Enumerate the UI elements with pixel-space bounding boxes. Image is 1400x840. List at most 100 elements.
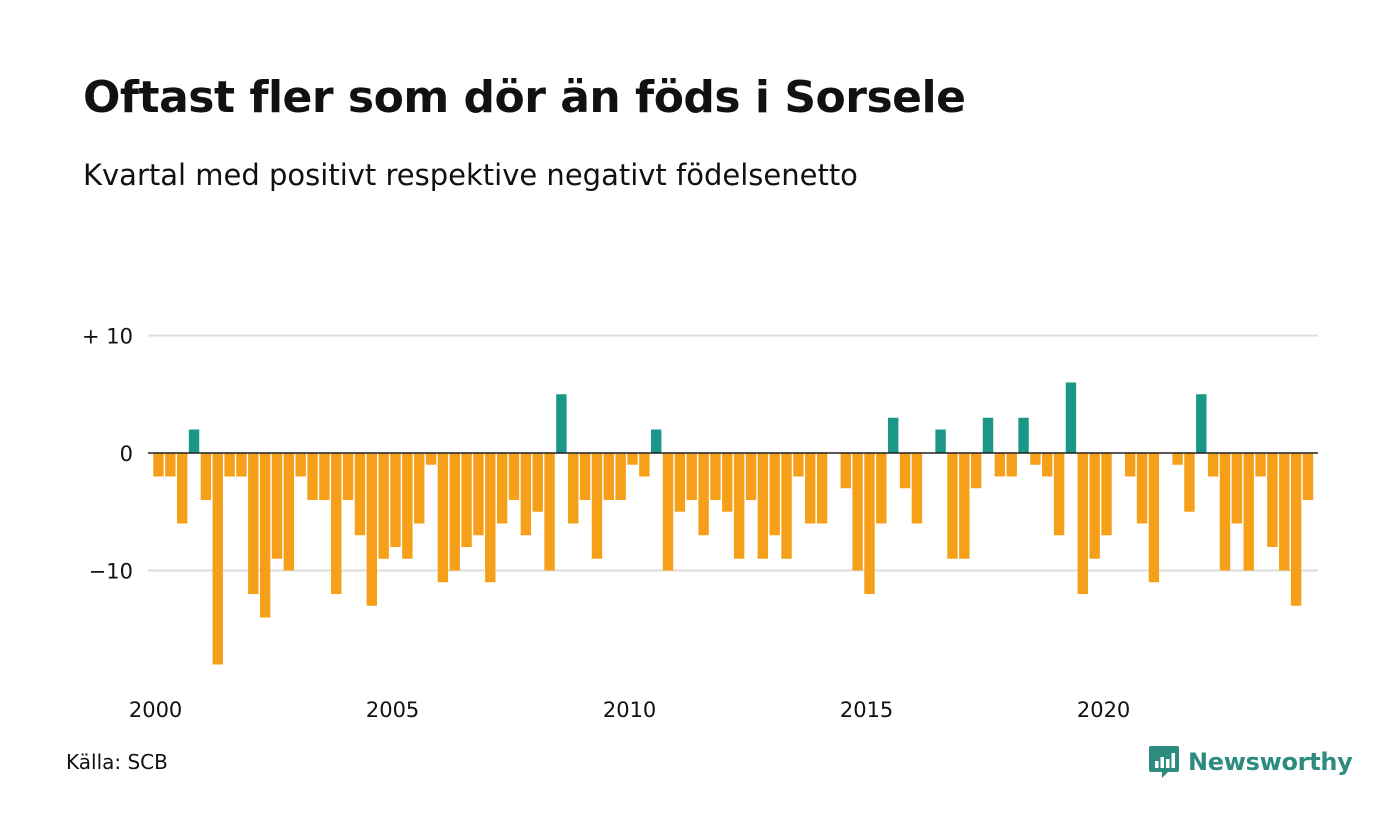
bar-negative — [615, 453, 626, 500]
y-tick-label: + 10 — [82, 325, 133, 349]
bar-negative — [236, 453, 247, 477]
bar-negative — [319, 453, 330, 500]
bar-negative — [508, 453, 520, 500]
bar-positive — [1065, 382, 1077, 453]
bar-negative — [1279, 453, 1290, 571]
bar-negative — [402, 453, 413, 559]
bar-negative — [354, 453, 366, 536]
bar-positive — [888, 417, 899, 453]
source-note: Källa: SCB — [66, 750, 168, 774]
bar-negative — [733, 453, 745, 559]
bar-negative — [876, 453, 887, 524]
bar-negative — [212, 453, 223, 665]
bar-negative — [852, 453, 863, 571]
bar-negative — [1302, 453, 1314, 500]
bar-negative — [1101, 453, 1112, 536]
bar-positive — [982, 417, 994, 453]
bar-negative — [627, 453, 638, 465]
bar-positive — [651, 429, 662, 453]
bar-negative — [710, 453, 721, 500]
bar-negative — [745, 453, 757, 500]
x-tick-label: 2000 — [129, 698, 182, 722]
bar-negative — [1255, 453, 1266, 477]
bar-negative — [994, 453, 1006, 477]
bar-negative — [1207, 453, 1219, 477]
bar-negative — [485, 453, 496, 583]
bar-negative — [970, 453, 982, 489]
x-tick-label: 2010 — [603, 698, 656, 722]
bar-negative — [568, 453, 579, 524]
chart-subtitle: Kvartal med positivt respektive negativt… — [83, 158, 858, 192]
bar-positive — [1018, 417, 1029, 453]
bar-negative — [342, 453, 354, 500]
bar-negative — [425, 453, 437, 465]
bar-negative — [331, 453, 342, 594]
bar-negative — [662, 453, 674, 571]
y-axis-ticks: + 10 0 −10 — [82, 325, 133, 584]
bar-negative — [1267, 453, 1278, 547]
bar-negative — [1042, 453, 1053, 477]
bar-negative — [1231, 453, 1243, 524]
y-tick-label: −10 — [89, 560, 133, 584]
bar-negative — [781, 453, 792, 559]
bar-negative — [1030, 453, 1041, 465]
bar-negative — [165, 453, 176, 477]
bar-negative — [1089, 453, 1100, 559]
x-tick-label: 2005 — [366, 698, 419, 722]
bar-negative — [271, 453, 283, 559]
bar-negative — [461, 453, 472, 547]
bar-negative — [840, 453, 851, 489]
bar-negative — [532, 453, 543, 512]
bar-negative — [200, 453, 212, 500]
bar-negative — [496, 453, 508, 524]
bar-negative — [911, 453, 923, 524]
x-axis-ticks: 2000 2005 2010 2015 2020 — [129, 698, 1130, 722]
bar-negative — [1290, 453, 1302, 606]
bar-negative — [177, 453, 188, 524]
bar-negative — [295, 453, 306, 477]
bar-negative — [579, 453, 591, 500]
bar-negative — [864, 453, 875, 594]
bar-negative — [793, 453, 804, 477]
bar-negative — [1006, 453, 1017, 477]
gridlines — [148, 334, 1318, 572]
bars — [153, 382, 1314, 665]
bar-negative — [1136, 453, 1148, 524]
bar-negative — [899, 453, 911, 489]
bar-negative — [366, 453, 377, 606]
bar-positive — [1196, 394, 1207, 453]
y-tick-label: 0 — [120, 442, 133, 466]
bar-negative — [307, 453, 318, 500]
bar-negative — [1184, 453, 1195, 512]
bar-negative — [378, 453, 389, 559]
x-tick-label: 2020 — [1077, 698, 1130, 722]
bar-negative — [1243, 453, 1254, 571]
bar-negative — [769, 453, 780, 536]
bar-negative — [520, 453, 532, 536]
brand-logo: Newsworthy — [1148, 742, 1353, 782]
bar-negative — [805, 453, 816, 524]
bar-positive — [935, 429, 946, 453]
bar-negative — [1172, 453, 1183, 465]
bar-negative — [449, 453, 460, 571]
bar-negative — [1053, 453, 1065, 536]
x-tick-label: 2015 — [840, 698, 893, 722]
bar-negative — [224, 453, 235, 477]
bar-negative — [248, 453, 259, 594]
bar-negative — [959, 453, 970, 559]
bar-negative — [259, 453, 271, 618]
bar-negative — [1148, 453, 1160, 583]
chart-title: Oftast fler som dör än föds i Sorsele — [83, 72, 966, 123]
bar-negative — [437, 453, 449, 583]
bar-negative — [544, 453, 555, 571]
brand-name: Newsworthy — [1188, 748, 1353, 776]
bar-negative — [686, 453, 697, 500]
bar-negative — [473, 453, 484, 536]
bar-negative — [153, 453, 164, 477]
bar-negative — [722, 453, 733, 512]
bar-negative — [390, 453, 401, 547]
chat-bar-chart-icon — [1149, 746, 1179, 778]
bar-negative — [674, 453, 686, 512]
bar-negative — [1219, 453, 1231, 571]
bar-negative — [1077, 453, 1088, 594]
